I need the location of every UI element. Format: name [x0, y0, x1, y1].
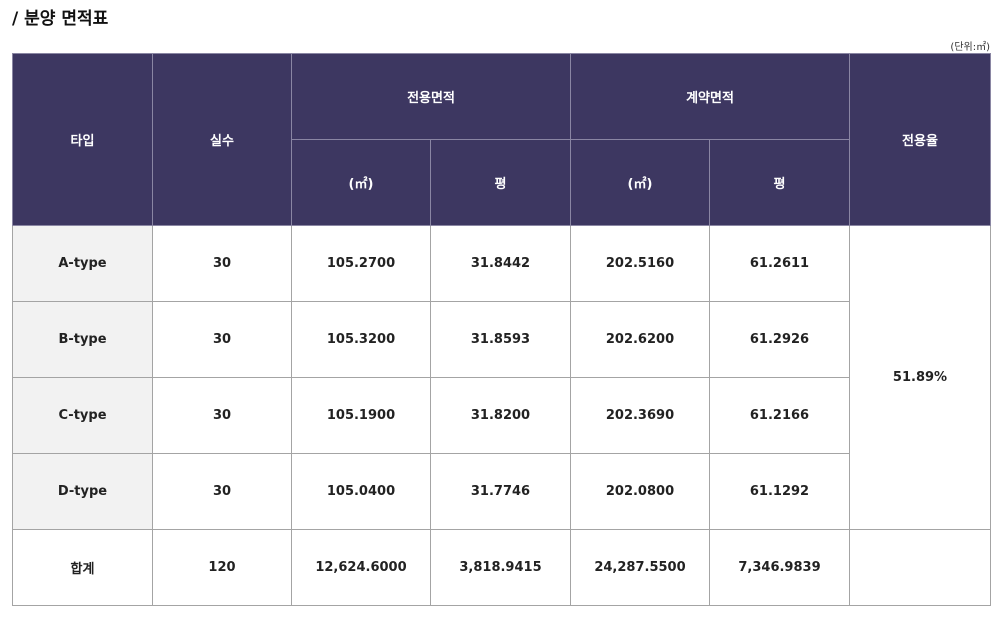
table-row: D-type 30 105.0400 31.7746 202.0800 61.1… — [12, 453, 991, 530]
exclusive-pyeong-cell: 31.8593 — [430, 301, 571, 378]
exclusive-pyeong-cell: 31.8442 — [430, 225, 571, 302]
table-body: A-type 30 105.2700 31.8442 202.5160 61.2… — [12, 225, 991, 606]
header-contract-area: 계약면적 — [570, 53, 850, 140]
table-row: C-type 30 105.1900 31.8200 202.3690 61.2… — [12, 377, 991, 454]
contract-sqm-cell: 202.3690 — [570, 377, 710, 454]
header-units: 실수 — [152, 53, 292, 226]
type-cell: B-type — [12, 301, 153, 378]
sales-area-table: 타입 실수 전용면적 계약면적 전용율 (㎡) 평 (㎡) 평 A-type 3… — [12, 53, 991, 606]
table-row: A-type 30 105.2700 31.8442 202.5160 61.2… — [12, 225, 991, 530]
exclusive-pyeong-cell: 31.7746 — [430, 453, 571, 530]
total-exclusive-sqm-cell: 12,624.6000 — [291, 529, 431, 606]
header-exclusive-sqm: (㎡) — [291, 139, 431, 226]
exclusive-sqm-cell: 105.2700 — [291, 225, 431, 302]
header-exclusive-ratio: 전용율 — [849, 53, 991, 226]
contract-sqm-cell: 202.5160 — [570, 225, 710, 302]
table-header: 타입 실수 전용면적 계약면적 전용율 (㎡) 평 (㎡) 평 — [12, 53, 991, 226]
contract-sqm-cell: 202.0800 — [570, 453, 710, 530]
total-contract-sqm-cell: 24,287.5500 — [570, 529, 710, 606]
contract-sqm-cell: 202.6200 — [570, 301, 710, 378]
total-contract-pyeong-cell: 7,346.9839 — [709, 529, 850, 606]
total-exclusive-pyeong-cell: 3,818.9415 — [430, 529, 571, 606]
table-row: B-type 30 105.3200 31.8593 202.6200 61.2… — [12, 301, 991, 378]
units-cell: 30 — [152, 225, 292, 302]
exclusive-sqm-cell: 105.0400 — [291, 453, 431, 530]
total-row: 합계 120 12,624.6000 3,818.9415 24,287.550… — [12, 529, 991, 606]
units-cell: 30 — [152, 377, 292, 454]
exclusive-pyeong-cell: 31.8200 — [430, 377, 571, 454]
total-label-cell: 합계 — [12, 529, 153, 606]
exclusive-sqm-cell: 105.1900 — [291, 377, 431, 454]
header-type: 타입 — [12, 53, 153, 226]
header-exclusive-pyeong: 평 — [430, 139, 571, 226]
type-cell: C-type — [12, 377, 153, 454]
header-contract-sqm: (㎡) — [570, 139, 710, 226]
exclusive-ratio-cell: 51.89% — [849, 225, 991, 530]
type-cell: D-type — [12, 453, 153, 530]
unit-note: (단위:㎡) — [950, 42, 990, 53]
total-units-cell: 120 — [152, 529, 292, 606]
units-cell: 30 — [152, 453, 292, 530]
exclusive-sqm-cell: 105.3200 — [291, 301, 431, 378]
contract-pyeong-cell: 61.2926 — [709, 301, 850, 378]
header-contract-pyeong: 평 — [709, 139, 850, 226]
contract-pyeong-cell: 61.1292 — [709, 453, 850, 530]
total-exclusive-ratio-cell — [849, 529, 991, 606]
contract-pyeong-cell: 61.2166 — [709, 377, 850, 454]
header-exclusive-area: 전용면적 — [291, 53, 571, 140]
units-cell: 30 — [152, 301, 292, 378]
page-title: / 분양 면적표 — [12, 9, 109, 29]
contract-pyeong-cell: 61.2611 — [709, 225, 850, 302]
type-cell: A-type — [12, 225, 153, 302]
